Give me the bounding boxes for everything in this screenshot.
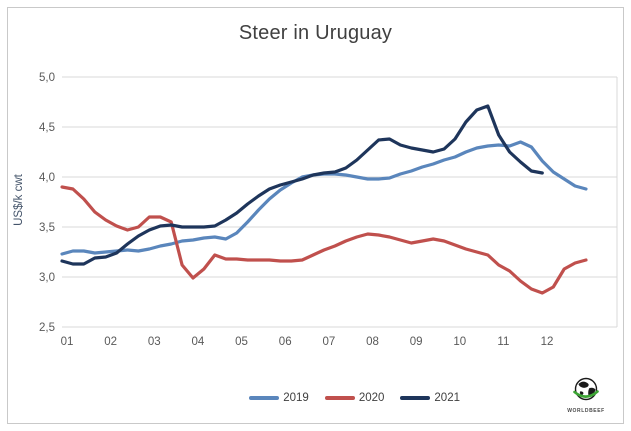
- legend-item-2021: 2021: [400, 392, 460, 404]
- x-tick-label: 05: [235, 336, 248, 348]
- x-tick-label: 04: [192, 336, 205, 348]
- y-tick-label: 4,5: [39, 122, 55, 134]
- x-tick-label: 10: [453, 336, 466, 348]
- legend-label-2021: 2021: [434, 392, 460, 404]
- legend-swatch-2019: [249, 396, 280, 400]
- legend-label-2020: 2020: [358, 392, 385, 404]
- legend-swatch-2021: [400, 396, 431, 400]
- series-line-2021: [60, 104, 544, 266]
- x-tick-label: 07: [322, 336, 335, 348]
- y-tick-label: 2,5: [39, 322, 55, 334]
- x-tick-label: 11: [497, 336, 509, 348]
- globe-icon: [573, 377, 599, 401]
- y-tick-label: 5,0: [39, 72, 55, 84]
- legend-label-2019: 2019: [283, 392, 309, 404]
- legend-item-2020: 2020: [324, 392, 385, 404]
- legend-item-2019: 2019: [249, 392, 309, 404]
- x-tick-label: 12: [541, 336, 554, 348]
- series-line-2019: [60, 140, 588, 256]
- logo-text: WORLDBEEF: [567, 408, 605, 414]
- legend-swatch-2020: [324, 396, 355, 400]
- x-tick-label: 02: [104, 336, 117, 348]
- legend: 2019 2020 2021: [0, 392, 460, 404]
- x-tick-label: 03: [148, 336, 161, 348]
- x-tick-label: 01: [61, 336, 74, 348]
- x-tick-label: 09: [410, 336, 423, 348]
- y-tick-label: 3,0: [39, 272, 55, 284]
- x-tick-label: 06: [279, 336, 292, 348]
- series-line-2020: [60, 185, 588, 295]
- y-tick-label: 3,5: [39, 222, 55, 234]
- y-tick-label: 4,0: [39, 172, 55, 184]
- chart-title: Steer in Uruguay: [238, 22, 393, 44]
- x-tick-label: 08: [366, 336, 379, 348]
- logo: WORLDBEEF: [560, 377, 612, 414]
